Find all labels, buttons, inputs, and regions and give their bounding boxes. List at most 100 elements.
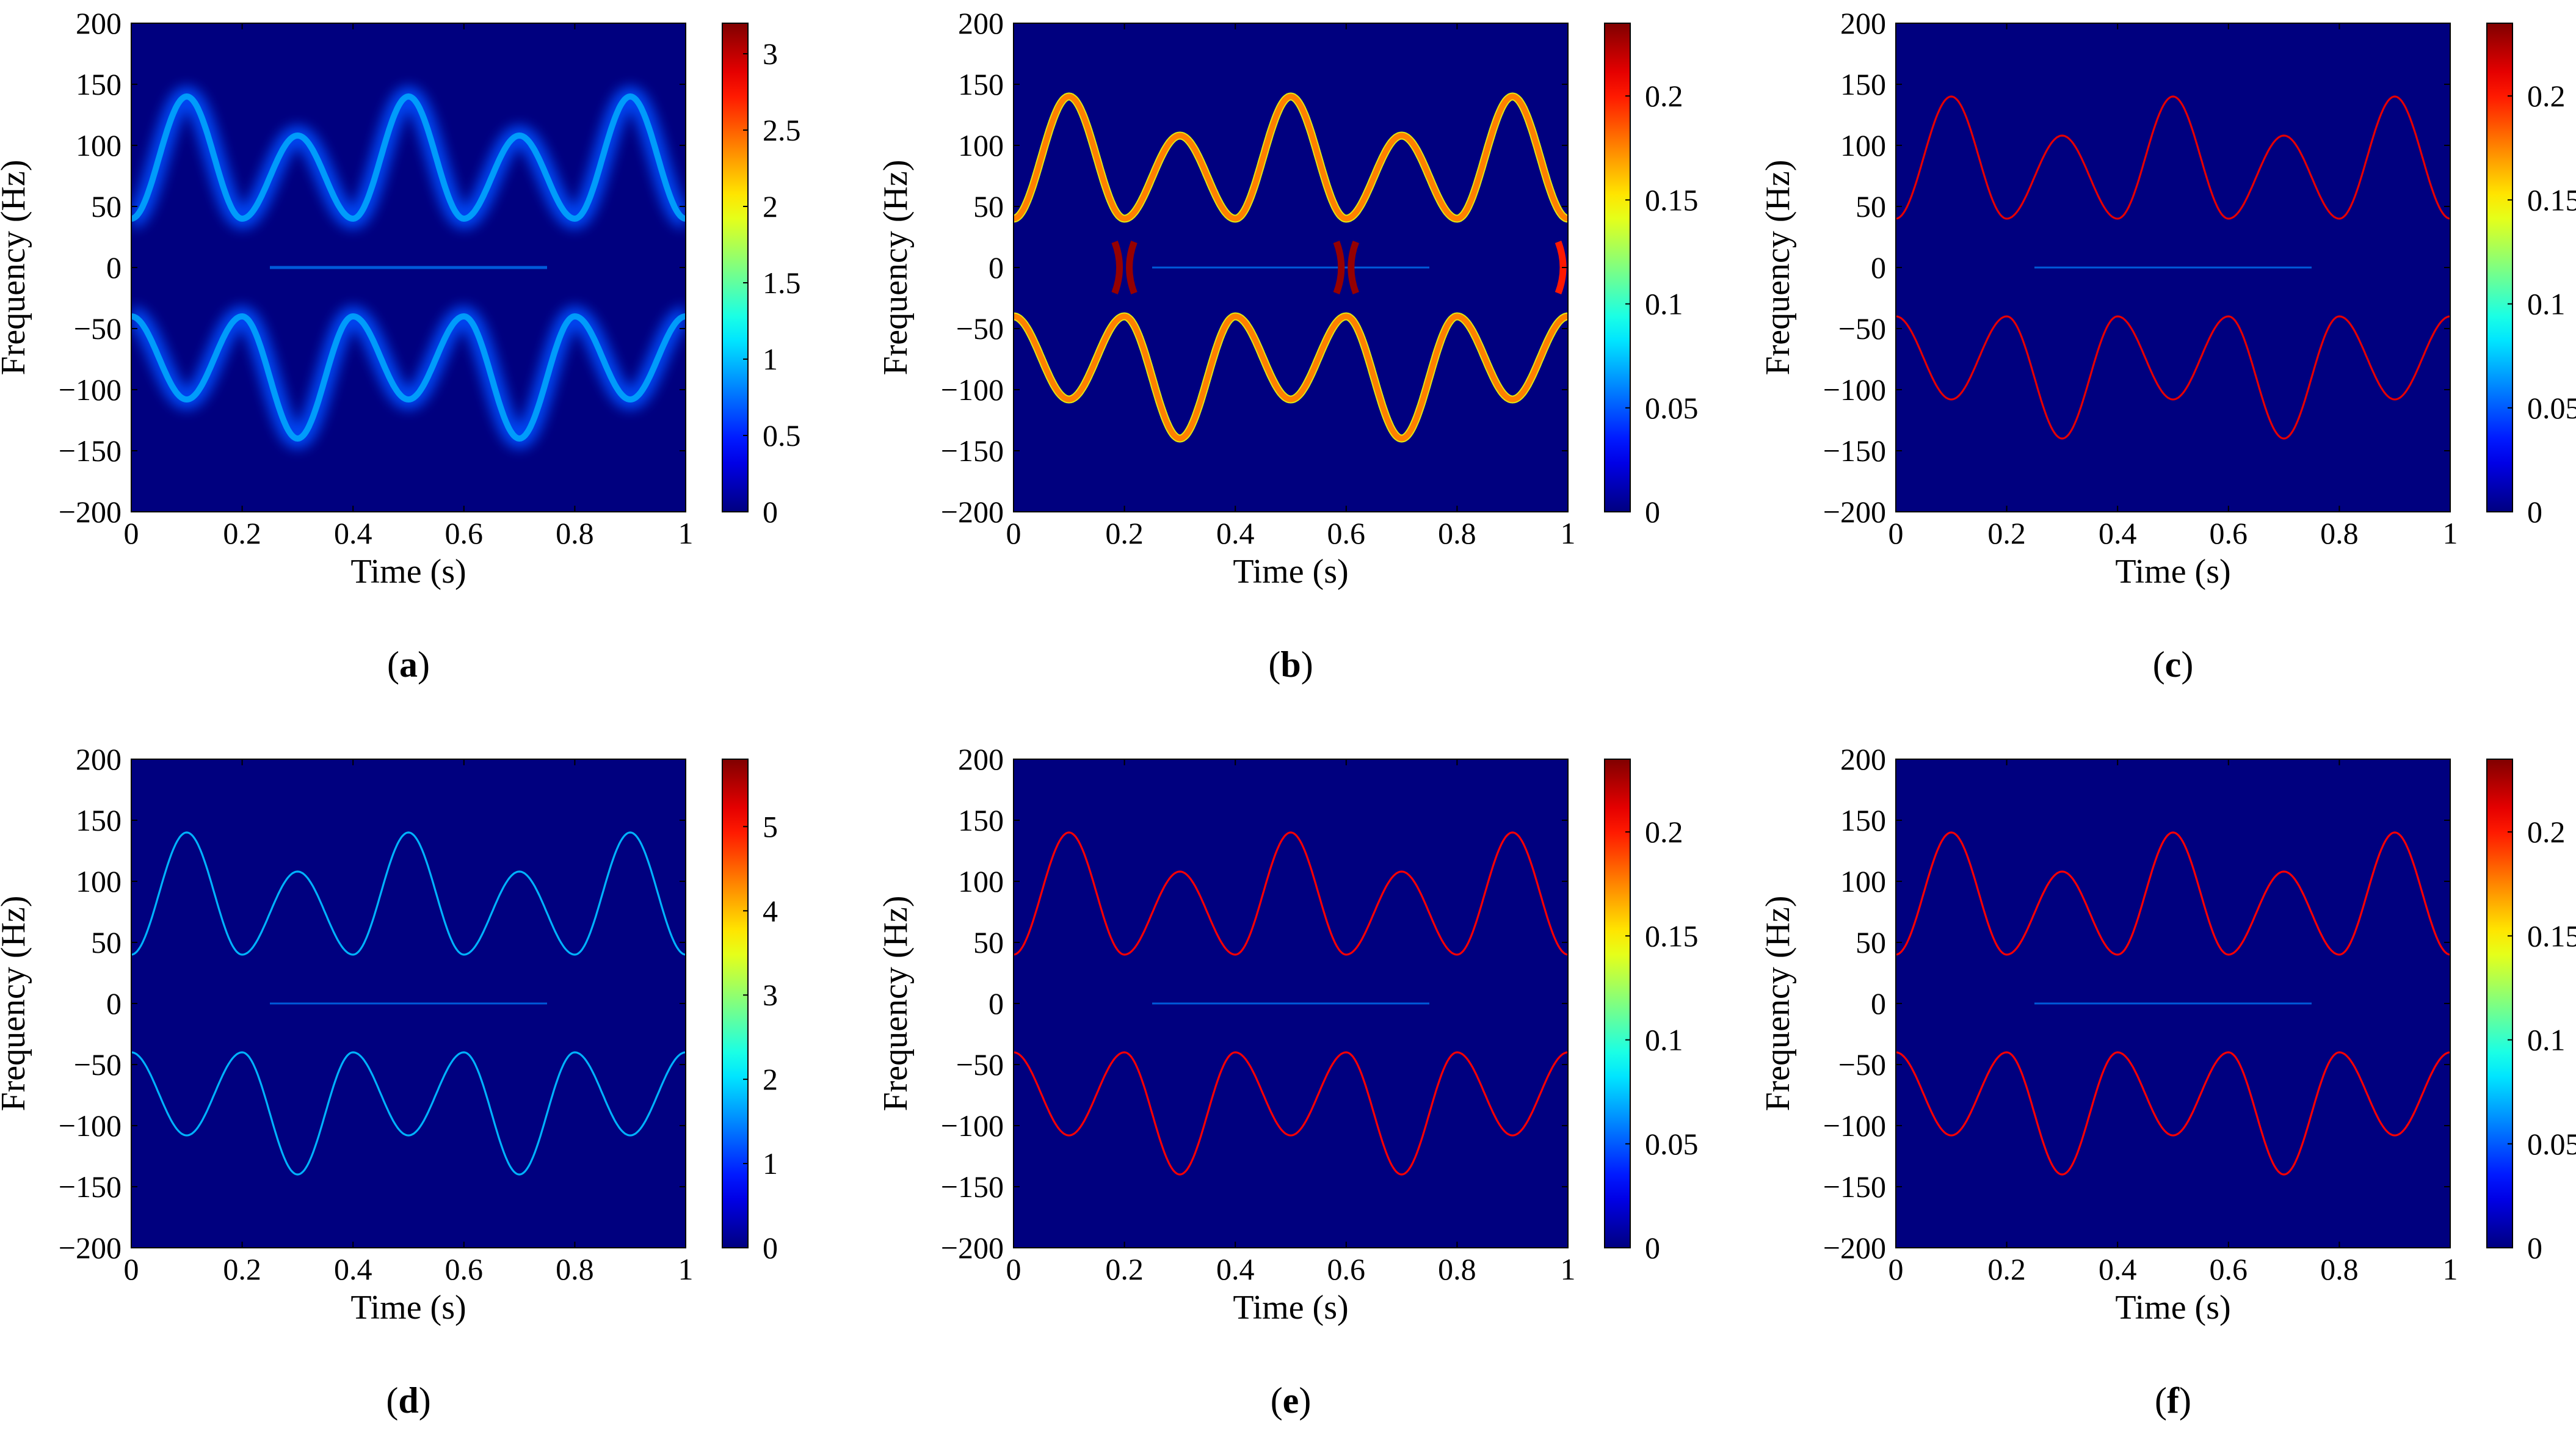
- x-axis-label: Time (s): [350, 1289, 466, 1327]
- y-tick-label: 100: [1840, 128, 1886, 162]
- y-tick-label: −150: [941, 434, 1004, 468]
- colorbar-tick-label: 0.05: [2527, 1127, 2576, 1161]
- panel-c: 0 0.2 0.4 0.6 0.8 1 −200 −150 −100 −50 0 50 100 150 20…: [1759, 6, 2576, 685]
- y-tick-label: 150: [1840, 67, 1886, 101]
- x-tick-label: 0.4: [1216, 516, 1255, 550]
- y-tick-label: −150: [941, 1170, 1004, 1204]
- y-tick-label: 200: [958, 742, 1004, 776]
- x-axis-label: Time (s): [350, 553, 466, 591]
- y-tick-label: −50: [956, 1047, 1004, 1082]
- y-tick-label: −100: [941, 373, 1004, 407]
- x-tick-label: 0.2: [1987, 516, 2026, 550]
- y-tick-label: 50: [91, 189, 122, 224]
- y-tick-label: −50: [74, 1047, 122, 1082]
- panel-letter: f: [2167, 1380, 2180, 1421]
- y-tick-label: 0: [989, 986, 1004, 1021]
- y-axis-label: Frequency (Hz): [877, 160, 915, 376]
- panel-e: 0 0.2 0.4 0.6 0.8 1 −200 −150 −100 −50 0 50 100 150 20…: [877, 742, 1699, 1421]
- y-tick-label: 0: [106, 250, 122, 285]
- colorbar-tick-label: 0.15: [1645, 919, 1699, 953]
- colorbar-tick-label: 4: [763, 894, 778, 928]
- colorbar-tick-label: 1: [763, 342, 778, 376]
- plot-area: [131, 831, 686, 1176]
- y-tick-label: 100: [76, 128, 122, 162]
- x-tick-label: 0.8: [1438, 516, 1476, 550]
- colorbar-tick-label: 0.2: [1645, 79, 1683, 113]
- y-tick-label: 0: [106, 986, 122, 1021]
- x-tick-label: 0.8: [556, 1252, 594, 1286]
- y-tick-label: −50: [74, 311, 122, 346]
- colorbar-tick-label: 0.1: [1645, 287, 1683, 321]
- panel-letter: b: [1280, 644, 1301, 685]
- y-tick-label: −100: [1823, 1109, 1886, 1143]
- panel-letter: e: [1283, 1380, 1299, 1421]
- y-tick-label: −200: [941, 1231, 1004, 1265]
- hotspot-mark: [1111, 241, 1137, 294]
- colorbar-tick-label: 0.15: [1645, 183, 1699, 217]
- x-tick-label: 0.4: [334, 1252, 372, 1286]
- colorbar-tick-label: 0.2: [2527, 815, 2566, 849]
- x-tick-label: 1: [678, 516, 694, 550]
- ridge-1: [1896, 1051, 2450, 1176]
- x-tick-label: 1: [1561, 516, 1576, 550]
- y-tick-label: 150: [76, 803, 122, 837]
- ridge-1: [131, 313, 686, 442]
- x-tick-label: 0.4: [2099, 1252, 2137, 1286]
- colorbar-tick-label: 2: [763, 1062, 778, 1096]
- colorbar-tick-label: 0.05: [1645, 1127, 1699, 1161]
- colorbar: [722, 23, 749, 512]
- ridge-1: [131, 1051, 686, 1176]
- x-axis-label: Time (s): [2115, 553, 2230, 591]
- y-tick-label: −200: [941, 495, 1004, 529]
- x-tick-label: 0.8: [556, 516, 594, 550]
- y-tick-label: −50: [956, 311, 1004, 346]
- colorbar-tick-label: 3: [763, 978, 778, 1012]
- x-tick-label: 0.2: [223, 516, 261, 550]
- ridge-1: [1014, 1051, 1568, 1176]
- y-tick-label: 150: [958, 67, 1004, 101]
- y-axis-label: Frequency (Hz): [1759, 896, 1797, 1112]
- y-tick-label: −50: [1838, 1047, 1886, 1082]
- y-tick-label: 100: [1840, 864, 1886, 898]
- x-tick-label: 1: [2443, 516, 2458, 550]
- plot-area: [1014, 92, 1568, 443]
- colorbar-tick-label: 0.05: [1645, 391, 1699, 425]
- colorbar-tick-label: 0.2: [1645, 815, 1683, 849]
- x-tick-label: 0.6: [2210, 1252, 2248, 1286]
- colorbar-tick-label: 0.15: [2527, 919, 2576, 953]
- colorbar-tick-label: 0: [2527, 495, 2542, 529]
- x-tick-label: 0.8: [2320, 1252, 2359, 1286]
- panel-d: 0 0.2 0.4 0.6 0.8 1−200−150−100−5005010015020…: [0, 742, 778, 1421]
- panel-caption: (b): [1268, 644, 1313, 685]
- panel-letter: c: [2165, 644, 2182, 685]
- y-tick-label: −100: [59, 1109, 122, 1143]
- panel-letter: a: [399, 644, 418, 685]
- x-tick-label: 0.6: [445, 516, 484, 550]
- y-tick-label: 200: [1840, 742, 1886, 776]
- y-tick-label: 200: [76, 742, 122, 776]
- ridge-0: [1014, 831, 1568, 956]
- x-tick-label: 0.4: [1216, 1252, 1255, 1286]
- y-axis-label: Frequency (Hz): [0, 160, 32, 376]
- y-axis-label: Frequency (Hz): [0, 896, 32, 1112]
- x-tick-label: 0.4: [2099, 516, 2137, 550]
- hotspot-0: [1111, 241, 1137, 294]
- x-tick-label: 0.6: [2210, 516, 2248, 550]
- x-axis-label: Time (s): [1233, 1289, 1348, 1327]
- y-tick-label: 100: [76, 864, 122, 898]
- x-tick-label: 0.8: [1438, 1252, 1476, 1286]
- ridge-0: [1896, 95, 2450, 220]
- x-tick-label: 1: [2443, 1252, 2458, 1286]
- colorbar-tick-label: 0.1: [2527, 287, 2566, 321]
- colorbar: [1604, 23, 1631, 512]
- panel-a: 0 0.2 0.4 0.6 0.8 1−200−150−100−5005010015020…: [0, 6, 801, 685]
- x-tick-label: 0.6: [445, 1252, 484, 1286]
- ridge-1: [1896, 315, 2450, 440]
- y-tick-label: 100: [958, 864, 1004, 898]
- plot-area: [1896, 831, 2450, 1176]
- colorbar-tick-label: 0: [1645, 1231, 1660, 1265]
- y-tick-label: 0: [989, 250, 1004, 285]
- colorbar-tick-label: 0.1: [2527, 1023, 2566, 1057]
- colorbar-tick-label: 1: [763, 1146, 778, 1181]
- x-tick-label: 0: [1888, 516, 1904, 550]
